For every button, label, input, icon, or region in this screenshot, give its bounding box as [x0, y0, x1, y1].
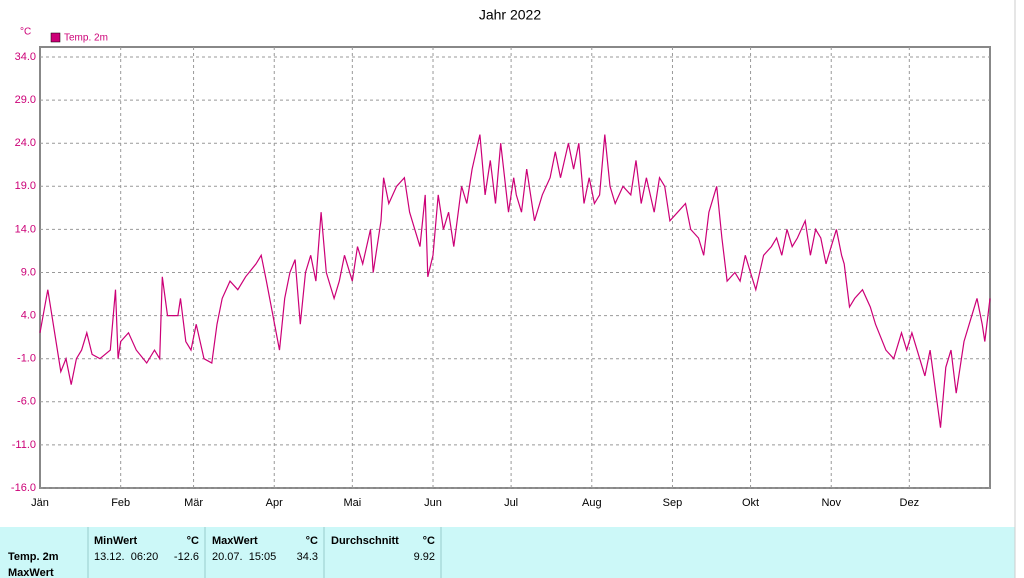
x-tick-label: Dez	[900, 497, 920, 509]
stats-unit: °C	[187, 535, 199, 547]
y-tick-label: 14.0	[15, 223, 36, 235]
y-tick-label: 34.0	[15, 51, 36, 63]
y-tick-label: 29.0	[15, 94, 36, 106]
series-line	[39, 134, 991, 428]
y-tick-label: 19.0	[15, 180, 36, 192]
x-tick-label: Mär	[184, 497, 203, 509]
stats-value: 34.3	[297, 551, 318, 563]
x-tick-label: Nov	[821, 497, 841, 509]
legend-swatch	[50, 32, 61, 43]
x-tick-label: Apr	[266, 497, 283, 509]
x-tick-label: Jän	[31, 497, 49, 509]
x-tick-label: Mai	[343, 497, 361, 509]
stats-value: 9.92	[414, 551, 435, 563]
x-tick-label: Sep	[663, 497, 683, 509]
stats-header: MinWert	[94, 535, 138, 547]
y-tick-label: 4.0	[21, 310, 36, 322]
stats-label: Temp. 2m	[8, 551, 59, 563]
x-tick-label: Jul	[504, 497, 518, 509]
y-tick-label: 24.0	[15, 137, 36, 149]
y-tick-label: -6.0	[17, 396, 36, 408]
stats-unit: °C	[306, 535, 318, 547]
y-tick-label: 9.0	[21, 266, 36, 278]
stats-time: 20.07. 15:05	[212, 551, 276, 563]
x-tick-label: Okt	[742, 497, 759, 509]
stats-header: MaxWert	[212, 535, 258, 547]
stats-header: Durchschnitt	[331, 535, 399, 547]
y-tick-label: -1.0	[17, 353, 36, 365]
stats-time: 13.12. 06:20	[94, 551, 158, 563]
legend-label: Temp. 2m	[64, 33, 108, 44]
stats-panel	[0, 527, 1015, 578]
y-tick-label: -16.0	[11, 482, 36, 494]
chart-title: Jahr 2022	[479, 7, 541, 23]
x-tick-label: Aug	[582, 497, 602, 509]
stats-label: MaxWert	[8, 567, 54, 578]
stats-unit: °C	[423, 535, 435, 547]
plot-area	[39, 46, 991, 489]
y-axis-unit: °C	[20, 27, 31, 38]
x-tick-label: Jun	[424, 497, 442, 509]
stats-value: -12.6	[174, 551, 199, 563]
y-tick-label: -11.0	[12, 439, 36, 451]
x-tick-label: Feb	[111, 497, 130, 509]
